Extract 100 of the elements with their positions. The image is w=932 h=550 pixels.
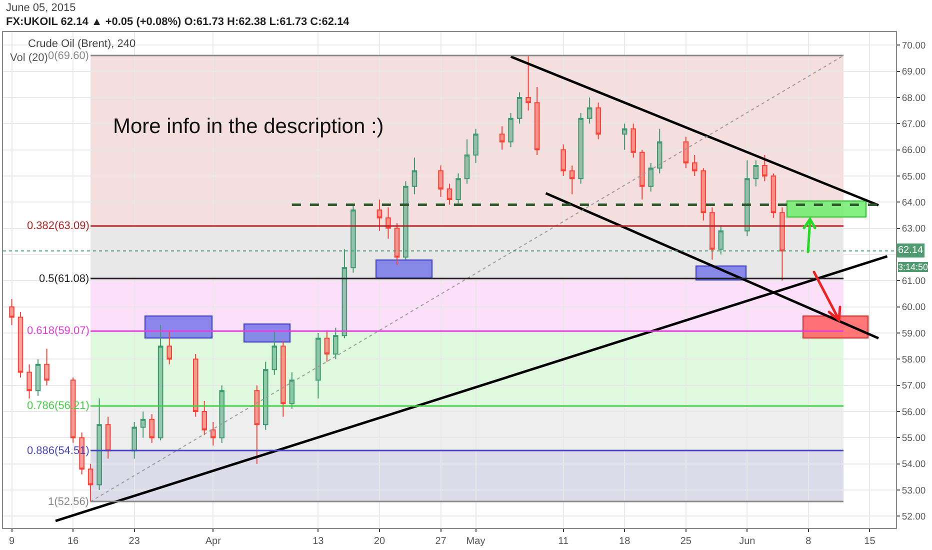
text: June 05, 2015 (6, 2, 76, 14)
candlestick (316, 332, 321, 399)
x-tick-label: 15 (864, 536, 876, 547)
candlestick (202, 400, 208, 436)
annotation: More info in the description :) (113, 115, 384, 139)
candlestick (210, 421, 216, 446)
candlestick (105, 416, 111, 460)
ref-line-label: 0(69.60) (48, 50, 89, 62)
y-tick-label: 66.00 (902, 145, 926, 156)
candlestick (438, 164, 444, 198)
candlestick (333, 327, 338, 360)
candlestick (96, 398, 102, 491)
candlestick (289, 372, 295, 410)
candlestick (473, 128, 478, 164)
candlestick (26, 364, 32, 399)
candlestick (648, 162, 654, 192)
candlestick (456, 172, 461, 206)
candlestick (280, 340, 286, 418)
candlestick (394, 222, 400, 266)
candlestick (683, 136, 689, 169)
candlestick (376, 199, 382, 232)
text: 3:14:50 (898, 262, 928, 272)
candlestick (656, 128, 662, 174)
y-tick-label: 64.00 (902, 197, 926, 208)
ref-line-label: 62.14 (898, 245, 924, 256)
y-tick-label: 68.00 (902, 92, 926, 104)
y-tick-label: 55.00 (902, 433, 926, 444)
ref-line-label: 1(52.56) (48, 496, 89, 508)
candlestick (166, 330, 172, 365)
candlestick (18, 312, 24, 378)
candlestick (639, 149, 645, 200)
x-tick-label: 20 (374, 536, 386, 547)
candlestick (622, 123, 628, 150)
x-tick-label: 16 (67, 536, 80, 547)
x-tick-label: 25 (680, 536, 692, 547)
candlestick (324, 330, 330, 362)
candlestick (560, 144, 566, 176)
chart-subtitle: FX:UKOIL 62.14 ▲ +0.05 (+0.08%) O:61.73 H:62.38 L:61.73 C:62.14 (6, 16, 350, 28)
x-tick-label: May (466, 536, 486, 547)
candlestick (718, 225, 724, 255)
candlestick (770, 172, 776, 218)
candlestick (508, 112, 514, 148)
y-tick-label: 60.00 (902, 302, 926, 314)
x-tick-label: 27 (435, 536, 447, 547)
candlestick (412, 157, 418, 195)
ref-line-label: 0.5(61.08) (39, 273, 90, 285)
candlestick (569, 164, 575, 195)
candlestick (386, 206, 391, 240)
candlestick (263, 361, 268, 430)
y-tick-label: 52.00 (902, 512, 926, 523)
candlestick (35, 358, 41, 396)
candlestick (464, 138, 470, 184)
y-tick-label: 70.00 (902, 40, 926, 52)
candlestick (192, 353, 198, 418)
candlestick (526, 55, 531, 112)
annotation: Vol (20) (10, 52, 48, 64)
candlestick (596, 102, 601, 140)
candlestick (753, 160, 759, 187)
y-tick-label: 67.00 (902, 118, 926, 130)
x-tick-label: 18 (619, 536, 631, 547)
candlestick (350, 204, 356, 274)
y-tick-label: 53.00 (902, 485, 926, 496)
candlestick (586, 96, 592, 124)
candlestick (219, 384, 225, 444)
candlestick (272, 330, 278, 376)
candlestick (630, 123, 636, 158)
candlestick (744, 160, 750, 237)
y-tick-label: 63.00 (902, 224, 926, 235)
candlestick (9, 298, 14, 326)
candlestick (446, 183, 452, 206)
candlestick (534, 86, 540, 156)
y-tick-label: 65.00 (902, 171, 926, 182)
candlestick (516, 92, 522, 124)
candlestick (158, 324, 164, 441)
candlestick (132, 421, 137, 460)
candlestick (692, 154, 698, 176)
y-tick-label: 61.00 (902, 276, 926, 287)
candlestick (88, 463, 94, 502)
x-tick-label: 23 (128, 536, 140, 547)
x-tick-label: Apr (205, 536, 222, 547)
ref-line-label: 0.382(63.09) (27, 220, 90, 232)
y-tick-label: 57.00 (902, 380, 926, 392)
candlestick (700, 168, 706, 221)
ref-line-label: 0.618(59.07) (27, 325, 90, 337)
candlestick (710, 206, 715, 260)
candlestick (44, 348, 50, 386)
x-tick-label: 9 (8, 536, 15, 547)
candlestick (149, 414, 154, 444)
candlestick (780, 206, 785, 282)
y-tick-label: 56.00 (902, 406, 926, 418)
x-tick-label: 13 (312, 536, 324, 547)
y-tick-label: 54.00 (902, 459, 926, 470)
x-tick-label: 11 (558, 536, 569, 547)
y-tick-label: 69.00 (902, 66, 926, 78)
candlestick (578, 112, 584, 184)
y-tick-label: 58.00 (902, 354, 926, 366)
text: Crude Oil (Brent), 240 (28, 38, 136, 50)
candlestick (762, 154, 768, 182)
candlestick (140, 411, 146, 438)
y-tick-label: 59.00 (902, 328, 926, 340)
